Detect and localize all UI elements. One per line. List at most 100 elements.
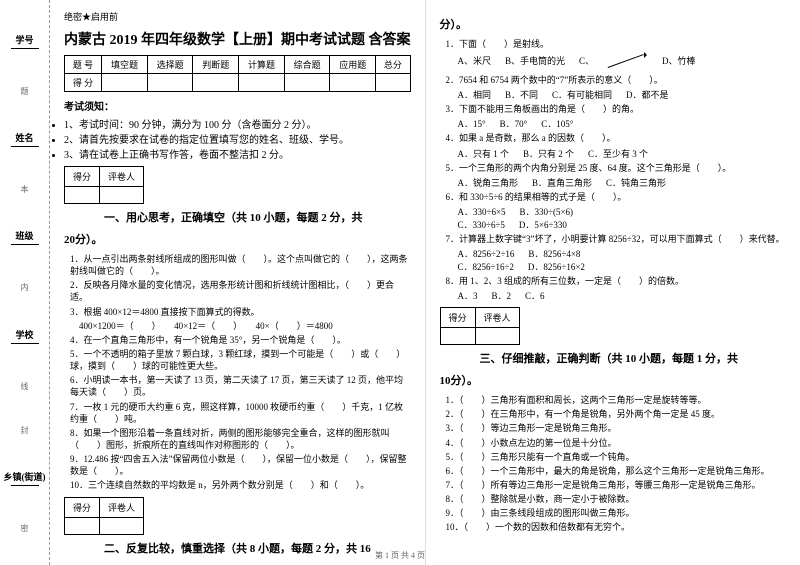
option: B．直角三角形 xyxy=(532,178,592,188)
question-item: 10．三个连续自然数的平均数是 n，另外两个数分别是（ ）和（ ）。 xyxy=(70,479,411,491)
side-note-4: 封 xyxy=(19,426,30,434)
section-1-title: 一、用心思考，正确填空（共 10 小题，每题 2 分，共 xyxy=(104,209,411,225)
binding-sidebar: 学号 题 姓名 本 班级 内 学校 线 封 乡镇(街道) 密 xyxy=(0,0,50,565)
choice-questions: 1．下面（ ）是射线。 A、米尺 B、手电筒的光 C、 D、竹棒 2．7654 和 675… xyxy=(440,38,787,302)
question-item: 8．用 1、2、3 组成的所有三位数，一定是（ ）的倍数。 xyxy=(446,275,787,287)
option: B．70° xyxy=(500,119,528,129)
question-item: 4．在一个直角三角形中，有一个锐角是 35°，另一个锐角是（ ）。 xyxy=(70,334,411,346)
option: A．8256÷2÷16 xyxy=(458,249,515,259)
option: A、米尺 xyxy=(458,56,492,66)
option: B．8256÷4×8 xyxy=(528,249,580,259)
left-column: 绝密★启用前 内蒙古 2019 年四年级数学【上册】期中考试试题 含答案 题 号… xyxy=(50,0,426,565)
option: D．8256÷16×2 xyxy=(528,262,585,272)
option: A．15° xyxy=(458,119,486,129)
exam-title: 内蒙古 2019 年四年级数学【上册】期中考试试题 含答案 xyxy=(64,29,411,49)
question-item: 2．（ ）在三角形中，有一个角是锐角，另外两个角一定是 45 度。 xyxy=(446,408,787,420)
option: C．105° xyxy=(541,119,573,129)
question-item: 7．计算器上数字键“3”坏了，小明要计算 8256÷32，可以用下面算式（ ）来… xyxy=(446,233,787,245)
judge-questions: 1．（ ）三角形有面积和周长，这两个三角形一定是旋转等等。 2．（ ）在三角形中，… xyxy=(440,394,787,533)
side-note-5: 密 xyxy=(19,524,30,532)
section-1-title-b: 20分）。 xyxy=(64,231,411,247)
question-item: 9．12.486 按“四舍五入法”保留两位小数是（ ），保留一位小数是（ ），保… xyxy=(70,453,411,477)
question-item: 4．（ ）小数点左边的第一位是十分位。 xyxy=(446,437,787,449)
question-item: 4．如果 a 是奇数，那么 a 的因数（ ）。 xyxy=(446,132,787,144)
option: B．330÷(5×6) xyxy=(520,207,574,217)
notice-item: 2、请首先按要求在试卷的指定位置填写您的姓名、班级、学号。 xyxy=(64,131,411,146)
question-item: 400×1200＝（ ） 40×12＝（ ） 40×（ ）＝4800 xyxy=(70,320,411,332)
question-item: 5．（ ）三角形只能有一个直角或一个钝角。 xyxy=(446,451,787,463)
score-table: 题 号填空题选择题判断题计算题综合题应用题总分 得 分 xyxy=(64,55,411,92)
option-row: A．330÷6×5 B．330÷(5×6) C．330÷6÷5 D．5×6÷330 xyxy=(458,205,787,231)
side-note-3: 线 xyxy=(19,382,30,390)
mark-table-3: 得分评卷人 xyxy=(440,307,520,345)
question-item: 7．一枚 1 元的硬币大约重 6 克，照这样算，10000 枚硬币约重（ ）千克… xyxy=(70,401,411,425)
option: B．只有 2 个 xyxy=(523,149,574,159)
option: C．有可能相同 xyxy=(552,90,612,100)
question-item: 5．一个不透明的箱子里放 7 颗白球，3 颗红球，摸到一个可能是（ ）或（ ）球… xyxy=(70,348,411,372)
option: C．330÷6÷5 xyxy=(458,220,505,230)
right-column: 分）。 1．下面（ ）是射线。 A、米尺 B、手电筒的光 C、 D、竹棒 2．7654 和… xyxy=(426,0,800,565)
question-item: 3．（ ）等边三角形一定是锐角三角形。 xyxy=(446,422,787,434)
notice-item: 1、考试时间：90 分钟，满分为 100 分（含卷面分 2 分）。 xyxy=(64,116,411,131)
option: B、手电筒的光 xyxy=(505,56,565,66)
mark-table-2: 得分评卷人 xyxy=(64,497,144,535)
option: A．锐角三角形 xyxy=(458,178,519,188)
section-3-title: 三、仔细推敲，正确判断（共 10 小题，每题 1 分，共 xyxy=(480,350,787,366)
option-row: A．相同 B．不同 C．有可能相同 D．都不是 xyxy=(458,88,787,101)
notice-item: 3、请在试卷上正确书写作答，卷面不整洁扣 2 分。 xyxy=(64,146,411,161)
question-item: 3．根据 400×12＝4800 直接按下面算式的得数。 xyxy=(70,306,411,318)
field-class: 班级 xyxy=(11,229,39,247)
section-2-title-b: 分）。 xyxy=(440,16,787,32)
option-row: A、米尺 B、手电筒的光 C、 D、竹棒 xyxy=(458,52,787,72)
notice-header: 考试须知： xyxy=(64,98,411,113)
option-row: A．只有 1 个 B．只有 2 个 C．至少有 3 个 xyxy=(458,147,787,160)
field-name: 姓名 xyxy=(11,131,39,149)
question-item: 1．（ ）三角形有面积和周长，这两个三角形一定是旋转等等。 xyxy=(446,394,787,406)
fill-questions: 1．从一点引出两条射线所组成的图形叫做（ ）。这个点叫做它的（ ），这两条射线叫… xyxy=(64,253,411,492)
option: B．不同 xyxy=(505,90,538,100)
question-item: 6．（ ）一个三角形中，最大的角是锐角，那么这个三角形一定是锐角三角形。 xyxy=(446,465,787,477)
side-note-0: 题 xyxy=(19,87,30,95)
option: D．都不是 xyxy=(626,90,669,100)
question-item: 7．（ ）所有等边三角形一定是锐角三角形，等腰三角形一定是锐角三角形。 xyxy=(446,479,787,491)
option: A．只有 1 个 xyxy=(458,149,510,159)
option: C．8256÷16÷2 xyxy=(458,262,514,272)
page-footer: 第 1 页 共 4 页 xyxy=(0,550,800,561)
section-3-title-b: 10分）。 xyxy=(440,372,787,388)
question-item: 1．下面（ ）是射线。 xyxy=(446,38,787,50)
question-item: 10．（ ）一个数的因数和倍数都有无穷个。 xyxy=(446,521,787,533)
question-item: 2．反映各月降水量的变化情况，选用条形统计图和折线统计图相比，（ ）更合适。 xyxy=(70,279,411,303)
option: C．至少有 3 个 xyxy=(588,149,648,159)
question-item: 9．（ ）由三条线段组成的图形叫做三角形。 xyxy=(446,507,787,519)
option-row: A．锐角三角形 B．直角三角形 C．钝角三角形 xyxy=(458,176,787,189)
question-item: 8．如果一个图形沿着一条直线对折，两侧的图形能够完全重合，这样的图形就叫（ ）图… xyxy=(70,427,411,451)
question-item: 8．（ ）整除就是小数，商一定小于被除数。 xyxy=(446,493,787,505)
question-item: 6．和 330÷5÷6 的结果相等的式子是（ ）。 xyxy=(446,191,787,203)
option: B．2 xyxy=(492,291,512,301)
question-item: 6．小明读一本书，第一天读了 13 页，第二天读了 17 页，第三天读了 12 … xyxy=(70,374,411,398)
option-row: A．3 B．2 C．6 xyxy=(458,289,787,302)
question-item: 1．从一点引出两条射线所组成的图形叫做（ ）。这个点叫做它的（ ），这两条射线叫… xyxy=(70,253,411,277)
question-item: 2．7654 和 6754 两个数中的“7”所表示的意义（ ）。 xyxy=(446,74,787,86)
option: D、竹棒 xyxy=(662,56,696,66)
option: C、 xyxy=(579,56,594,66)
question-item: 3．下面不能用三角板画出的角是（ ）的角。 xyxy=(446,103,787,115)
option: C．6 xyxy=(525,291,545,301)
field-school: 学校 xyxy=(11,328,39,346)
option: A．330÷6×5 xyxy=(458,207,506,217)
mark-table-1: 得分评卷人 xyxy=(64,166,144,204)
option: A．相同 xyxy=(458,90,492,100)
notice-list: 1、考试时间：90 分钟，满分为 100 分（含卷面分 2 分）。2、请首先按要… xyxy=(64,116,411,161)
question-item: 5．一个三角形的两个内角分别是 25 度、64 度。这个三角形是（ ）。 xyxy=(446,162,787,174)
side-note-2: 内 xyxy=(19,283,30,291)
option: A．3 xyxy=(458,291,478,301)
field-student-id: 学号 xyxy=(11,33,39,51)
option-row: A．15° B．70° C．105° xyxy=(458,117,787,130)
field-town: 乡镇(街道) xyxy=(4,470,46,488)
secret-label: 绝密★启用前 xyxy=(64,10,411,23)
ray-icon xyxy=(608,52,648,72)
side-note-1: 本 xyxy=(19,185,30,193)
option: D．5×6÷330 xyxy=(519,220,567,230)
option-row: A．8256÷2÷16 B．8256÷4×8 C．8256÷16÷2 D．8256÷1… xyxy=(458,247,787,273)
option: C．钝角三角形 xyxy=(606,178,666,188)
